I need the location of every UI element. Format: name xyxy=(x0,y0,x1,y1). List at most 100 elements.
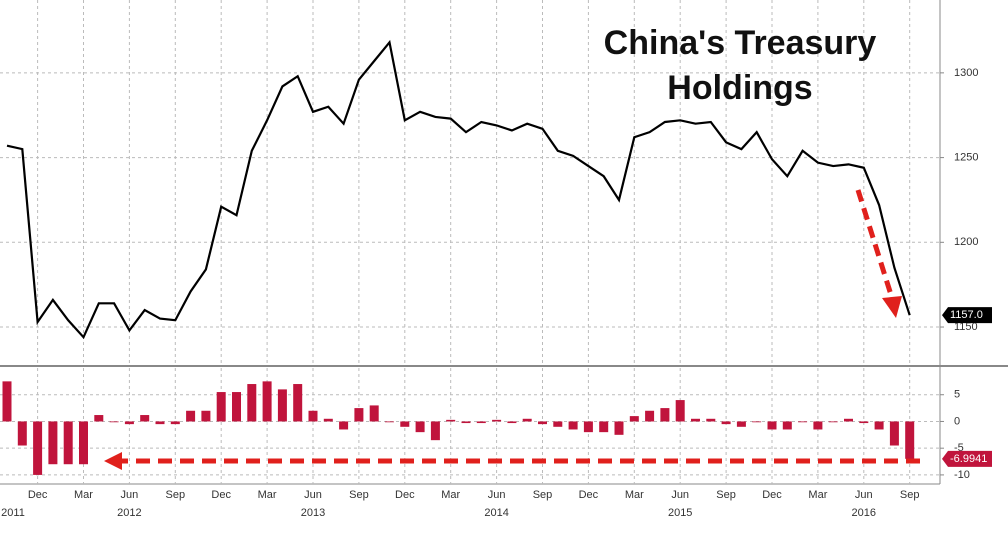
bar xyxy=(124,421,134,425)
bar xyxy=(308,410,318,422)
title-line: Holdings xyxy=(667,69,812,107)
annotation-arrows xyxy=(104,189,920,470)
bar xyxy=(400,421,410,427)
title-line: China's Treasury xyxy=(604,24,877,62)
bar xyxy=(201,410,211,422)
y-tick-label: 1200 xyxy=(954,236,978,248)
bar xyxy=(905,421,915,459)
y-tick-label: 1150 xyxy=(954,321,978,333)
x-year-label: 2014 xyxy=(484,507,508,519)
y-tick-label: 1250 xyxy=(954,151,978,163)
bar xyxy=(522,418,532,422)
x-tick-label: Dec xyxy=(211,489,231,501)
bar xyxy=(706,418,716,422)
x-year-label: 2016 xyxy=(852,507,876,519)
x-tick-label: Sep xyxy=(166,489,186,501)
x-tick-label: Mar xyxy=(258,489,277,501)
bar xyxy=(247,384,257,422)
x-tick-label: Dec xyxy=(579,489,599,501)
bar xyxy=(94,415,104,422)
bar xyxy=(828,421,838,423)
bar xyxy=(675,400,685,422)
bar xyxy=(2,381,12,422)
bar xyxy=(339,421,349,430)
bar xyxy=(844,418,853,422)
last-value-label: 1157.0 xyxy=(950,309,983,321)
y-tick-label: 0 xyxy=(954,415,960,427)
arrow-head xyxy=(882,296,902,318)
x-tick-label: Jun xyxy=(855,489,873,501)
bar xyxy=(813,421,823,430)
bar xyxy=(140,415,150,422)
x-tick-label: Sep xyxy=(533,489,553,501)
x-tick-label: Jun xyxy=(671,489,689,501)
x-year-label: 2013 xyxy=(301,507,325,519)
y-tick-label: 1300 xyxy=(954,67,978,79)
bar xyxy=(568,421,578,430)
chart-title: China's Treasury Holdings xyxy=(604,24,877,107)
bar xyxy=(507,421,517,424)
y-tick-label: -10 xyxy=(954,469,970,481)
bar xyxy=(216,392,226,422)
bar xyxy=(446,419,456,422)
data-line xyxy=(6,39,911,340)
bar xyxy=(262,381,272,422)
bar xyxy=(645,410,655,422)
bar xyxy=(492,419,502,422)
bar xyxy=(874,421,884,430)
bar xyxy=(369,405,379,422)
last-value-box xyxy=(942,450,992,467)
bar xyxy=(385,421,394,423)
bar xyxy=(461,421,471,424)
bar xyxy=(553,421,563,427)
bar xyxy=(721,421,731,425)
bar xyxy=(691,418,700,422)
bar xyxy=(859,421,869,424)
bar xyxy=(583,421,593,433)
y-tick-label: 5 xyxy=(954,389,960,401)
bar xyxy=(752,421,762,423)
x-tick-label: Jun xyxy=(488,489,506,501)
x-tick-label: Mar xyxy=(74,489,93,501)
bar xyxy=(277,389,287,422)
bar xyxy=(782,421,792,430)
arrow-line xyxy=(855,189,895,299)
bar xyxy=(415,421,425,433)
x-tick-label: Sep xyxy=(716,489,736,501)
plot-layer: Dec Mar Jun Sep Dec Mar Jun Sep Dec Mar Jun Sep Dec M… xyxy=(0,0,992,519)
bar xyxy=(614,421,624,435)
x-year-label: 2012 xyxy=(117,507,141,519)
last-value-box xyxy=(942,307,992,324)
bar xyxy=(599,421,609,433)
bar xyxy=(798,421,808,423)
x-year-label: 2011 xyxy=(1,507,25,519)
x-tick-label: Dec xyxy=(28,489,48,501)
bar xyxy=(48,421,58,465)
x-tick-label: Sep xyxy=(900,489,920,501)
bar xyxy=(33,421,43,475)
bar xyxy=(79,421,88,465)
bar xyxy=(63,421,73,465)
bar xyxy=(186,410,196,422)
bar xyxy=(767,421,777,430)
bar xyxy=(430,421,440,441)
bar xyxy=(354,408,364,422)
bar xyxy=(109,421,119,423)
bar xyxy=(232,392,241,422)
bar xyxy=(170,421,180,425)
bar xyxy=(293,384,303,422)
bar xyxy=(538,421,547,425)
last-value-label: -6.9941 xyxy=(950,453,987,465)
bar xyxy=(736,421,746,427)
x-year-label: 2015 xyxy=(668,507,692,519)
bar xyxy=(629,416,639,422)
bar xyxy=(155,421,165,425)
bar xyxy=(660,408,670,422)
x-tick-label: Jun xyxy=(304,489,322,501)
bar xyxy=(323,418,333,422)
x-tick-label: Dec xyxy=(762,489,782,501)
x-tick-label: Dec xyxy=(395,489,415,501)
bar xyxy=(476,421,486,424)
x-tick-label: Mar xyxy=(808,489,827,501)
